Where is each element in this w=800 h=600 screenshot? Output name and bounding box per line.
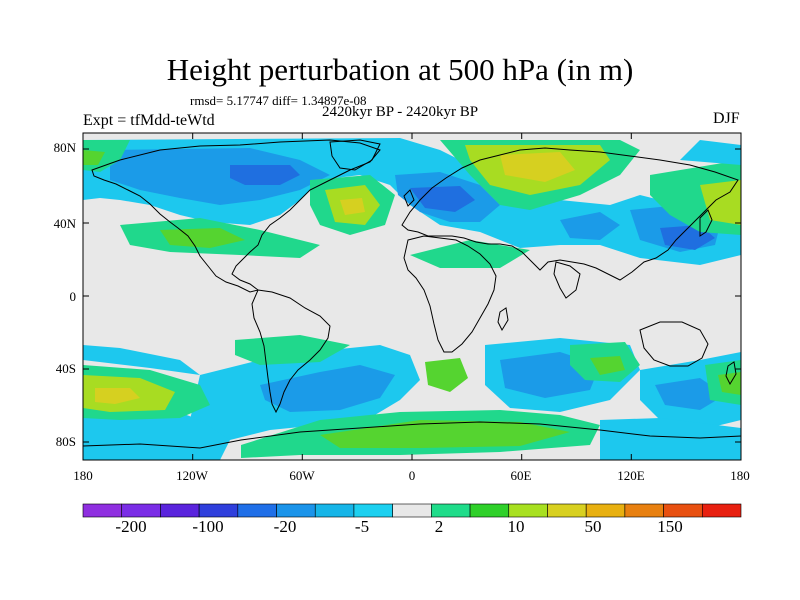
colorbar-swatch [82,503,123,518]
north-america-outline [91,139,381,293]
colorbar-label: -20 [273,517,297,536]
india-outline [553,261,581,299]
colorbar-swatch [431,503,471,518]
coastlines [83,139,741,449]
colorbar-label: 10 [507,517,525,536]
colorbar-swatch [585,503,626,518]
colorbar-swatch [701,503,742,518]
south-america-outline [251,289,331,414]
axis-ticks [82,133,742,460]
lon-label-0: 0 [408,468,416,483]
lon-label-180e: 180 [730,468,750,483]
colorbar-label: 2 [434,517,444,536]
antarctica-outline [83,421,741,449]
lon-label-120w: 120W [176,468,208,483]
colorbar-swatch [624,503,664,518]
sh-positive-field [83,335,741,458]
colorbar-label: -200 [115,517,147,536]
colorbar-label: -5 [354,517,370,536]
australia-outline [639,321,709,367]
lon-label-180w: 180 [73,468,93,483]
colorbar-label: 150 [657,517,683,536]
colorbar-swatch [198,503,239,518]
colorbar-swatch [314,503,355,518]
lat-label-80s: 80S [55,434,76,449]
colorbar-swatch [276,503,316,518]
colorbar-swatch [121,503,161,518]
colorbar-swatch [353,503,393,518]
madagascar-outline [497,307,509,332]
stats-label: rmsd= 5.17747 diff= 1.34897e-08 [190,93,367,108]
lon-label-60e: 60E [510,468,532,483]
colorbar-swatch [469,503,510,518]
new-zealand-outline [725,361,737,386]
map-field [83,133,741,460]
colorbar-swatch [237,503,277,518]
uk-outline [403,189,415,207]
colorbar-label: -100 [192,517,224,536]
colorbar-swatch [508,503,548,518]
colorbar [82,503,742,518]
season-label: DJF [713,110,740,127]
period-subtitle: 2420kyr BP - 2420kyr BP [322,104,479,120]
lat-label-40n: 40N [53,216,76,231]
greenland-outline [329,139,381,171]
lat-label-0: 0 [69,289,77,304]
sh-negative-field [83,338,741,460]
experiment-label: Expt = tfMdd-teWtd [83,112,215,129]
lon-label-60w: 60W [289,468,315,483]
lat-label-80n: 80N [53,140,76,155]
africa-outline [403,235,497,353]
plot-title: Height perturbation at 500 hPa (in m) [166,52,634,87]
japan-outline [699,209,713,237]
colorbar-swatch [392,503,432,518]
lon-label-120e: 120E [617,468,645,483]
lat-label-40s: 40S [55,361,76,376]
colorbar-swatch [160,503,200,518]
eurasia-outline [401,147,739,281]
colorbar-swatch [663,503,703,518]
colorbar-label: 50 [584,517,602,536]
colorbar-swatch [547,503,587,518]
